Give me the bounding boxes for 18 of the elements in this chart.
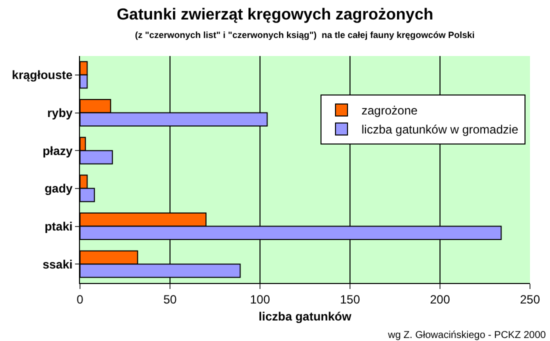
y-tick-label: ptaki bbox=[44, 219, 73, 234]
legend-label: liczba gatunków w gromadzie bbox=[362, 122, 519, 137]
x-tick-label: 250 bbox=[520, 292, 540, 306]
legend-label: zagrożone bbox=[362, 104, 418, 118]
y-tick-label: krągłouste bbox=[12, 68, 73, 82]
x-tick-label: 0 bbox=[76, 292, 84, 306]
y-tick-label: ssaki bbox=[42, 257, 73, 272]
y-tick-label: gady bbox=[44, 182, 73, 196]
y-tick-label: płazy bbox=[42, 144, 73, 158]
x-tick-label: 150 bbox=[340, 292, 360, 306]
text: wg Z. Głowacińskiego - PCKZ 2000 bbox=[387, 330, 546, 341]
x-tick-label: 50 bbox=[163, 292, 177, 306]
chart-subtitle: (z "czerwonych list" i "czerwonych ksiąg") na tle całej fauny kręgowców Polski bbox=[135, 30, 475, 40]
y-tick-label: ryby bbox=[47, 106, 73, 120]
x-tick-label: 100 bbox=[250, 292, 270, 306]
x-tick-label: 200 bbox=[430, 292, 450, 306]
chart-title: Gatunki zwierząt kręgowych zagrożonych bbox=[116, 6, 434, 24]
x-axis-title: liczba gatunków bbox=[258, 309, 352, 324]
